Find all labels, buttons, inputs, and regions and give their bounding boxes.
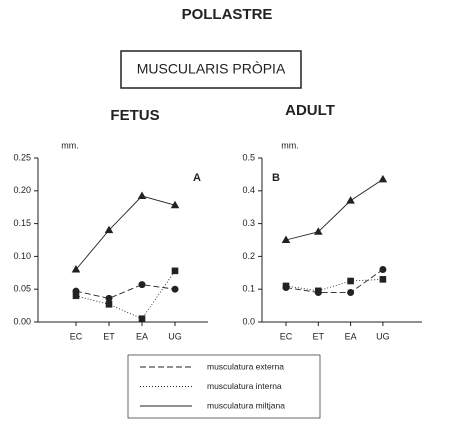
y-tick-label: 0.5 [242,152,255,162]
marker-square [347,277,354,285]
y-tick-label: 0.10 [13,251,31,261]
y-tick-label: 0.3 [242,218,255,228]
marker-circle [347,288,355,296]
panel-title: FETUS [110,107,159,124]
y-tick-label: 0.20 [13,185,31,195]
marker-circle [105,294,113,302]
legend-box [127,354,321,419]
y-tick-label: 0.4 [242,185,255,195]
x-tick-label: ET [313,331,325,341]
marker-square [315,287,322,295]
series-line [75,284,176,299]
series-line [285,178,384,241]
marker-square [282,282,290,290]
subtitle-box [120,50,302,89]
y-tick-label: 0.1 [242,284,255,294]
y-tick-label: 0.05 [13,284,31,294]
marker-square [105,300,113,308]
marker-circle [171,285,179,293]
marker-square [138,315,146,323]
marker-triangle [378,174,388,183]
marker-square [171,267,179,275]
panel-label: A [193,172,201,184]
panel-title: ADULT [285,102,335,119]
x-tick-label: EC [70,331,83,341]
subtitle: MUSCULARIS PRÒPIA [137,61,286,77]
y-tick-label: 0.2 [242,251,255,261]
marker-square [379,276,387,283]
legend-label: musculatura externa [207,361,284,371]
y-tick-label: 0.0 [242,316,255,326]
y-axis-label: mm. [281,140,299,150]
y-tick-label: 0.25 [13,152,31,162]
x-tick-label: EC [280,331,293,341]
marker-triangle [314,227,323,235]
x-tick-label: ET [103,331,115,341]
figure-title: POLLASTRE [182,6,273,23]
marker-triangle [170,200,180,209]
y-tick-label: 0.15 [13,218,31,228]
series-line [75,195,176,270]
series-line [285,278,383,292]
marker-triangle [281,235,291,243]
legend-label: musculatura interna [207,381,282,391]
marker-triangle [104,225,114,234]
marker-triangle [71,265,81,273]
x-tick-label: EA [345,331,357,341]
panel-label: B [272,172,280,184]
series-line [285,269,384,293]
marker-triangle [137,191,147,200]
y-axis-label: mm. [61,140,79,150]
marker-circle [138,281,146,289]
marker-square [72,292,80,300]
x-tick-label: EA [136,331,148,341]
marker-circle [379,266,387,274]
y-tick-label: 0.00 [13,316,31,326]
x-tick-label: UG [168,331,182,341]
marker-triangle [346,196,355,204]
legend-label: musculatura miltjana [207,400,285,410]
series-line [75,270,176,320]
x-tick-label: UG [376,331,390,341]
